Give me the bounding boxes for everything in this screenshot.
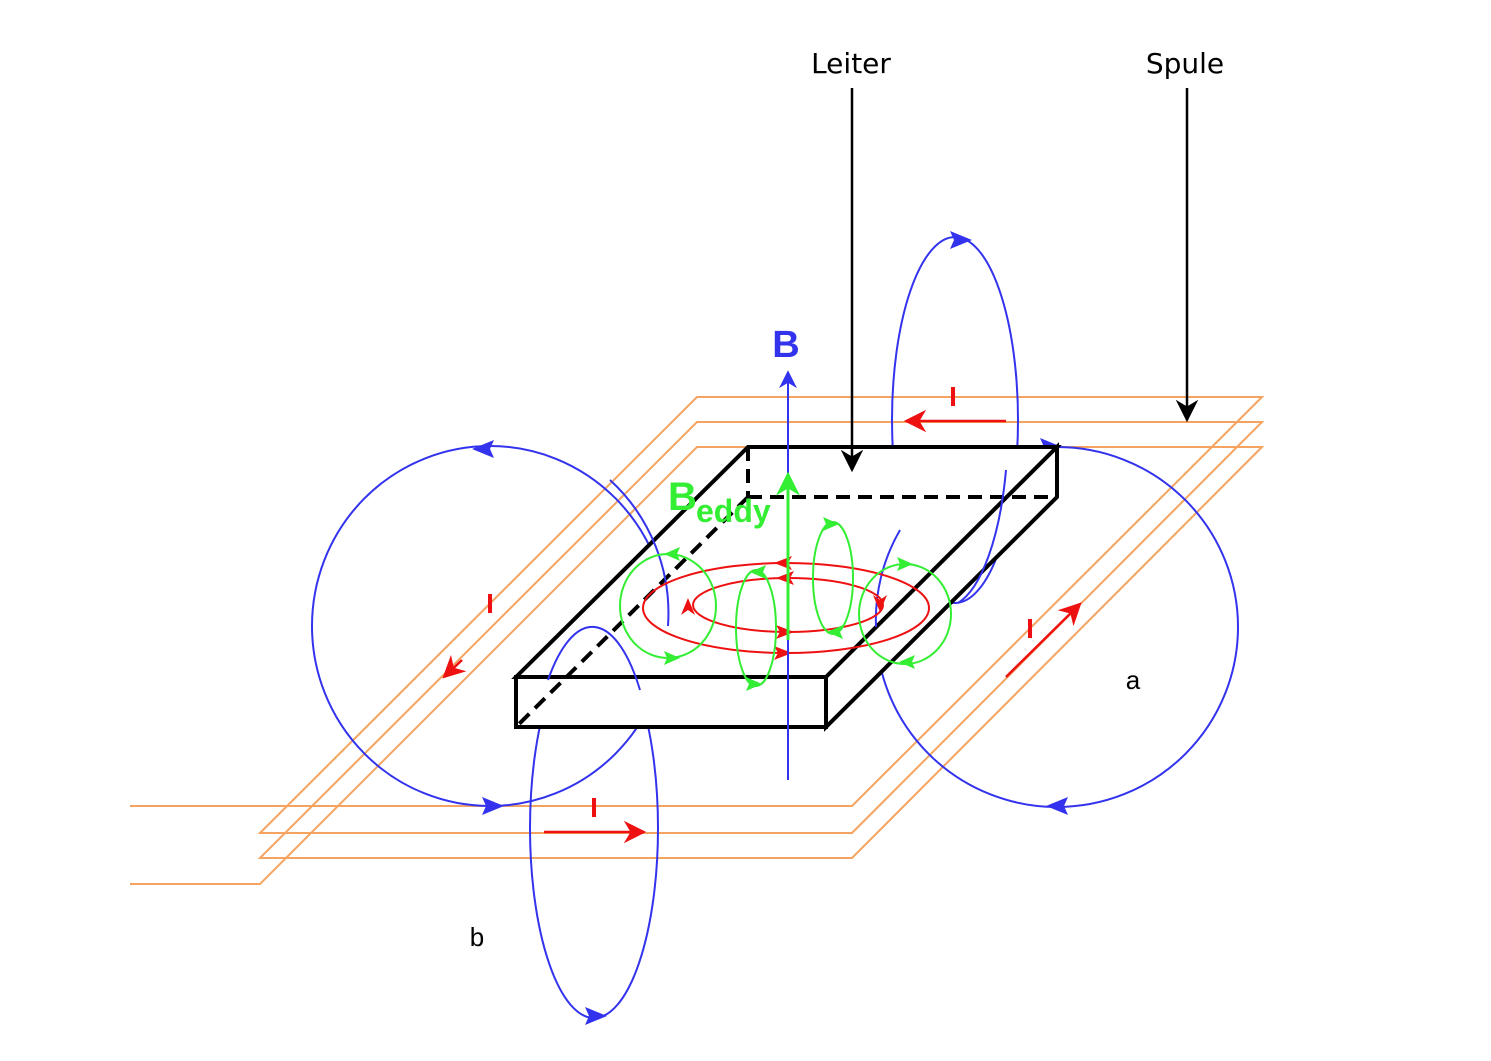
current-label-left: I [486, 588, 494, 619]
spule-label: Spule [1146, 47, 1224, 80]
eddy-field-arrow-icon [823, 517, 839, 531]
current-label-bottom: I [590, 792, 598, 823]
point-a-label: a [1126, 665, 1141, 695]
plate-front-face [514, 675, 828, 729]
field-loop-left-front [609, 479, 670, 627]
eddy-field-arrow-icon [746, 677, 762, 691]
field-loop-bottom-front [547, 625, 641, 691]
leiter-label: Leiter [811, 47, 891, 80]
current-arrow-left [442, 654, 467, 679]
eddy-field-arrowheads [664, 517, 915, 691]
eddy-field-arrow-icon [897, 557, 913, 571]
current-arrows [442, 409, 1082, 844]
eddy-field-arrow-icon [899, 655, 915, 669]
current-arrow-icon [873, 595, 887, 612]
current-label-right: I [1026, 613, 1034, 644]
field-arrow-icon [585, 1007, 607, 1025]
field-loop-top-front [957, 469, 1007, 604]
eddy-field-arrow-icon [664, 651, 680, 665]
eddy-field-arrow-icon [664, 547, 680, 561]
eddy-field-arrow-icon [827, 625, 843, 639]
field-loop-right-front [874, 529, 901, 628]
plate-hidden-edge [514, 495, 750, 729]
point-b-label: b [470, 922, 484, 952]
b-field-label: B [772, 324, 799, 366]
callout-pointers [840, 88, 1199, 473]
field-loops-foreground [547, 469, 1007, 691]
current-arrow-icon [776, 625, 794, 639]
eddy-field-arrow-icon [750, 565, 766, 579]
current-label-top: I [949, 381, 957, 412]
field-arrow-icon [472, 440, 494, 458]
b-eddy-subscript: eddy [696, 493, 771, 529]
field-arrow-icon [1046, 797, 1068, 815]
field-arrow-icon [482, 797, 504, 815]
field-arrow-icon [950, 231, 972, 249]
current-arrow-icon [681, 598, 695, 615]
current-arrow-right [1005, 602, 1082, 678]
b-eddy-label: B [668, 475, 697, 519]
current-arrow-icon [774, 646, 792, 660]
